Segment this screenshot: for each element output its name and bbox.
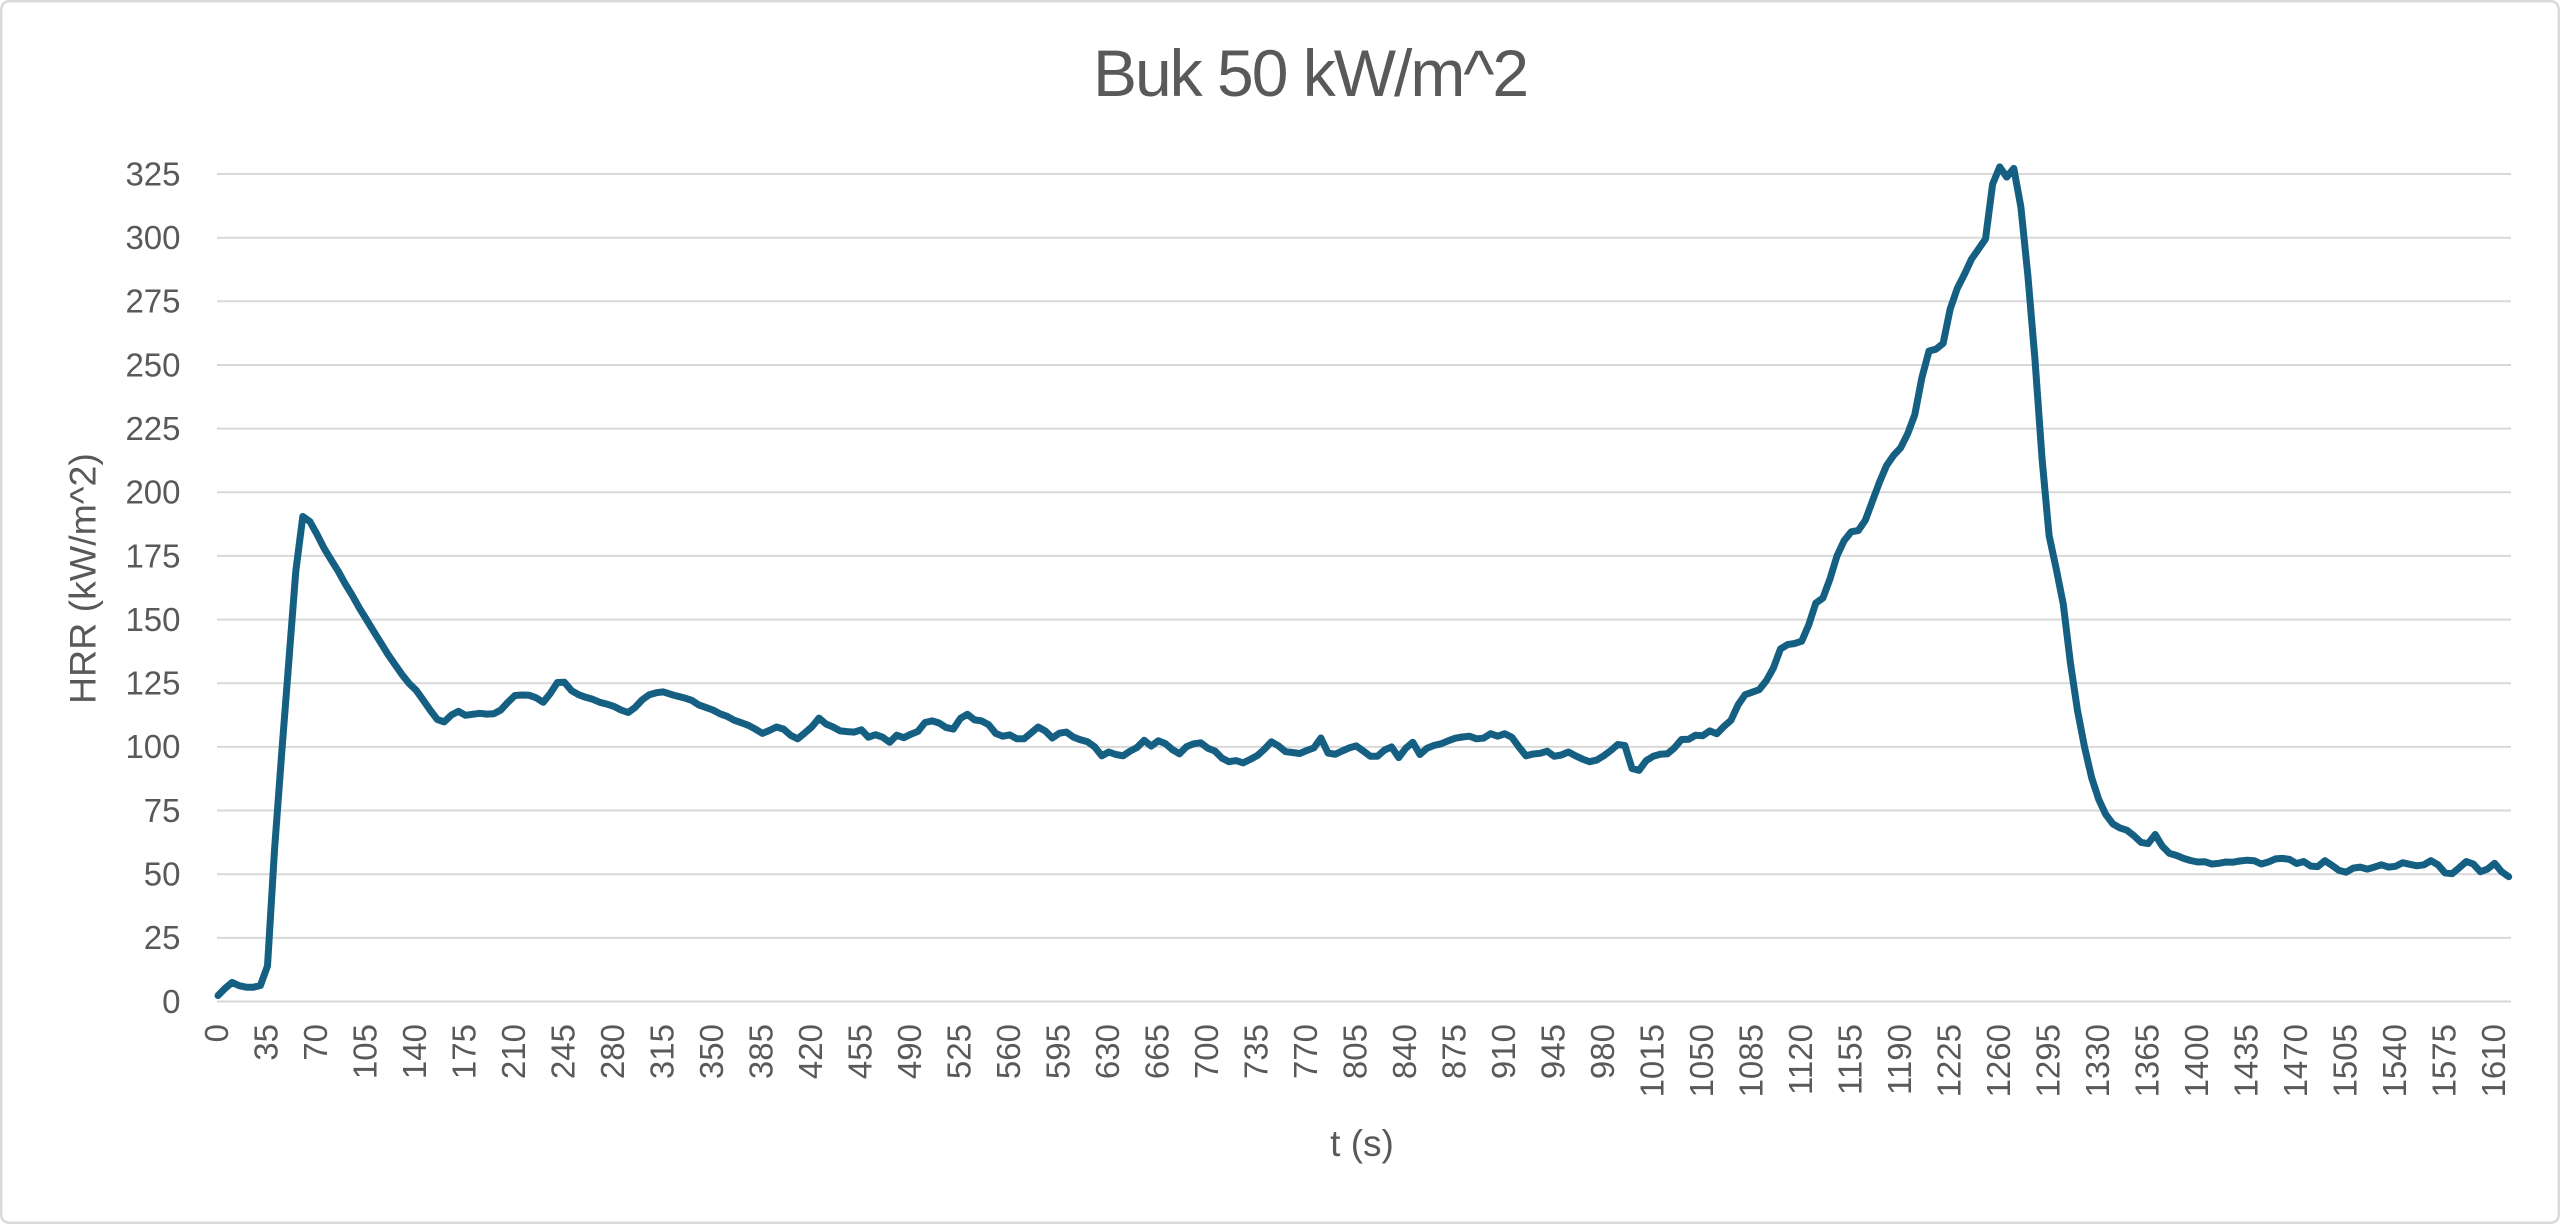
svg-text:140: 140	[396, 1024, 433, 1079]
svg-text:1295: 1295	[2029, 1024, 2066, 1097]
svg-text:665: 665	[1139, 1024, 1176, 1079]
svg-text:525: 525	[941, 1024, 978, 1079]
svg-text:805: 805	[1337, 1024, 1374, 1079]
svg-text:385: 385	[743, 1024, 780, 1079]
svg-text:1400: 1400	[2178, 1024, 2215, 1097]
svg-text:1505: 1505	[2326, 1024, 2363, 1097]
svg-text:1435: 1435	[2227, 1024, 2264, 1097]
svg-text:910: 910	[1485, 1024, 1522, 1079]
svg-text:1540: 1540	[2376, 1024, 2413, 1097]
svg-text:560: 560	[990, 1024, 1027, 1079]
svg-text:875: 875	[1436, 1024, 1473, 1079]
svg-text:1050: 1050	[1683, 1024, 1720, 1097]
svg-text:1260: 1260	[1980, 1024, 2017, 1097]
svg-text:280: 280	[594, 1024, 631, 1079]
svg-text:840: 840	[1386, 1024, 1423, 1079]
svg-text:200: 200	[125, 474, 180, 511]
svg-text:125: 125	[125, 665, 180, 702]
svg-text:175: 175	[125, 537, 180, 574]
svg-text:980: 980	[1584, 1024, 1621, 1079]
svg-text:770: 770	[1287, 1024, 1324, 1079]
svg-text:700: 700	[1188, 1024, 1225, 1079]
svg-text:175: 175	[446, 1024, 483, 1079]
svg-text:1365: 1365	[2128, 1024, 2165, 1097]
svg-text:0: 0	[162, 983, 180, 1020]
svg-text:1190: 1190	[1881, 1024, 1918, 1095]
svg-text:1155: 1155	[1831, 1024, 1868, 1095]
svg-text:0: 0	[198, 1024, 235, 1042]
svg-text:Buk 50 kW/m^2: Buk 50 kW/m^2	[1093, 36, 1527, 110]
svg-text:1470: 1470	[2277, 1024, 2314, 1097]
svg-text:630: 630	[1089, 1024, 1126, 1079]
svg-text:300: 300	[125, 219, 180, 256]
svg-text:420: 420	[792, 1024, 829, 1079]
svg-text:210: 210	[495, 1024, 532, 1079]
svg-text:245: 245	[545, 1024, 582, 1079]
svg-text:1225: 1225	[1930, 1024, 1967, 1097]
svg-text:1330: 1330	[2079, 1024, 2116, 1097]
svg-text:1610: 1610	[2475, 1024, 2512, 1097]
svg-text:455: 455	[842, 1024, 879, 1079]
svg-text:350: 350	[693, 1024, 730, 1079]
svg-text:70: 70	[297, 1024, 334, 1061]
svg-text:325: 325	[125, 155, 180, 192]
svg-text:1015: 1015	[1633, 1024, 1670, 1097]
svg-text:75: 75	[144, 792, 181, 829]
svg-text:HRR (kW/m^2): HRR (kW/m^2)	[62, 453, 104, 704]
svg-text:50: 50	[144, 856, 181, 893]
svg-text:595: 595	[1040, 1024, 1077, 1079]
svg-text:945: 945	[1534, 1024, 1571, 1079]
svg-text:100: 100	[125, 728, 180, 765]
svg-text:150: 150	[125, 601, 180, 638]
svg-text:225: 225	[125, 410, 180, 447]
svg-text:25: 25	[144, 919, 181, 956]
svg-text:735: 735	[1238, 1024, 1275, 1079]
svg-text:275: 275	[125, 283, 180, 320]
svg-text:1575: 1575	[2425, 1024, 2462, 1097]
svg-text:t (s): t (s)	[1330, 1123, 1394, 1164]
svg-text:250: 250	[125, 346, 180, 383]
svg-text:490: 490	[891, 1024, 928, 1079]
svg-text:1085: 1085	[1732, 1024, 1769, 1097]
svg-text:315: 315	[644, 1024, 681, 1079]
svg-text:35: 35	[248, 1024, 285, 1061]
svg-text:105: 105	[347, 1024, 384, 1079]
svg-text:1120: 1120	[1782, 1024, 1819, 1095]
